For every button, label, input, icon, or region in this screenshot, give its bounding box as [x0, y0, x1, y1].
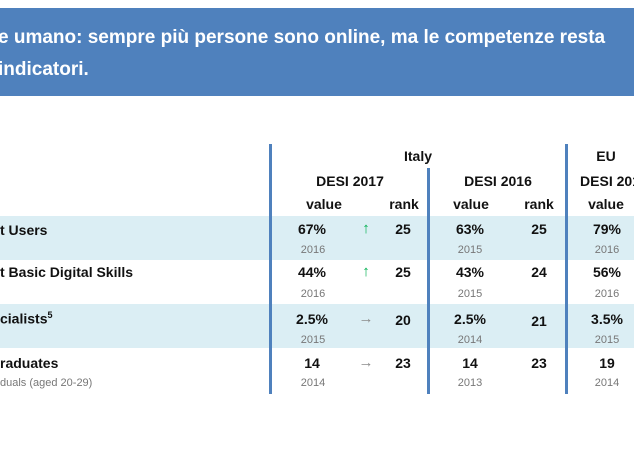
value-2016: 14: [462, 355, 478, 371]
header-value-2016: value: [453, 196, 489, 212]
row-sublabel: duals (aged 20-29): [0, 377, 93, 389]
right-arrow-icon: →: [358, 310, 374, 327]
right-arrow-icon: →: [358, 354, 374, 371]
eu-year: 2016: [594, 288, 620, 300]
year-2017: 2016: [300, 244, 326, 256]
eu-year: 2016: [594, 244, 620, 256]
footnote-marker: 5: [47, 310, 53, 320]
rank-2016: 24: [531, 264, 547, 280]
rank-2016: 21: [531, 313, 547, 329]
header-value-2017: value: [306, 196, 342, 212]
value-2016: 2.5%: [454, 311, 486, 327]
banner-title-line2: indicatori.: [0, 59, 89, 80]
eu-value: 79%: [592, 221, 622, 237]
rank-2017: 23: [395, 355, 411, 371]
year-2016: 2015: [457, 288, 483, 300]
value-2017: 14: [304, 355, 320, 371]
eu-value: 19: [599, 355, 615, 371]
eu-year: 2015: [594, 334, 620, 346]
year-2017: 2015: [300, 334, 326, 346]
banner-title-line1: e umano: sempre più persone sono online,…: [0, 27, 606, 48]
table-row-stem-graduates: raduates duals (aged 20-29) 14 → 23 2014…: [0, 348, 634, 394]
header-desi-2017: DESI 2017: [316, 173, 384, 189]
row-label: t Basic Digital Skills: [0, 264, 134, 280]
value-2017: 2.5%: [296, 311, 328, 327]
up-arrow-icon: ↑: [362, 263, 370, 280]
year-2016: 2013: [457, 377, 483, 389]
header-rank-2016: rank: [524, 196, 554, 212]
header-italy: Italy: [403, 148, 432, 164]
table-row-ict-specialists: cialists5 2.5% → 20 2015 2.5% 21 2014 3.…: [0, 304, 634, 348]
value-2016: 43%: [455, 264, 485, 280]
eu-value: 56%: [592, 264, 622, 280]
year-2017: 2014: [300, 377, 326, 389]
header-eu-desi: DESI 201: [580, 173, 634, 189]
rank-2016: 25: [531, 221, 547, 237]
header-desi-2016: DESI 2016: [464, 173, 532, 189]
divider-desi-2016-left: [427, 168, 430, 394]
value-2016: 63%: [455, 221, 485, 237]
up-arrow-icon: ↑: [362, 220, 370, 237]
year-2017: 2016: [300, 288, 326, 300]
eu-value: 3.5%: [591, 311, 623, 327]
header-banner: e umano: sempre più persone sono online,…: [0, 8, 634, 96]
divider-italy-left: [269, 144, 272, 394]
rank-2017: 25: [395, 264, 411, 280]
rank-2017: 25: [395, 221, 411, 237]
header-value-eu: value: [588, 196, 624, 212]
value-2017: 44%: [297, 264, 327, 280]
divider-eu-left: [565, 144, 568, 394]
year-2016: 2015: [457, 244, 483, 256]
eu-year: 2014: [594, 377, 620, 389]
table-row-internet-users: t Users 67% ↑ 25 2016 63% 25 2015 79% 20…: [0, 216, 634, 260]
value-2017: 67%: [297, 221, 327, 237]
rank-2017: 20: [395, 312, 411, 328]
rank-2016: 23: [531, 355, 547, 371]
header-rank-2017: rank: [389, 196, 419, 212]
row-label: cialists5: [0, 310, 53, 327]
table-row-basic-digital-skills: t Basic Digital Skills 44% ↑ 25 2016 43%…: [0, 260, 634, 304]
row-label: t Users: [0, 222, 48, 238]
year-2016: 2014: [457, 334, 483, 346]
header-eu: EU: [596, 148, 616, 164]
row-label-text: cialists: [0, 310, 48, 327]
row-label: raduates: [0, 355, 59, 371]
